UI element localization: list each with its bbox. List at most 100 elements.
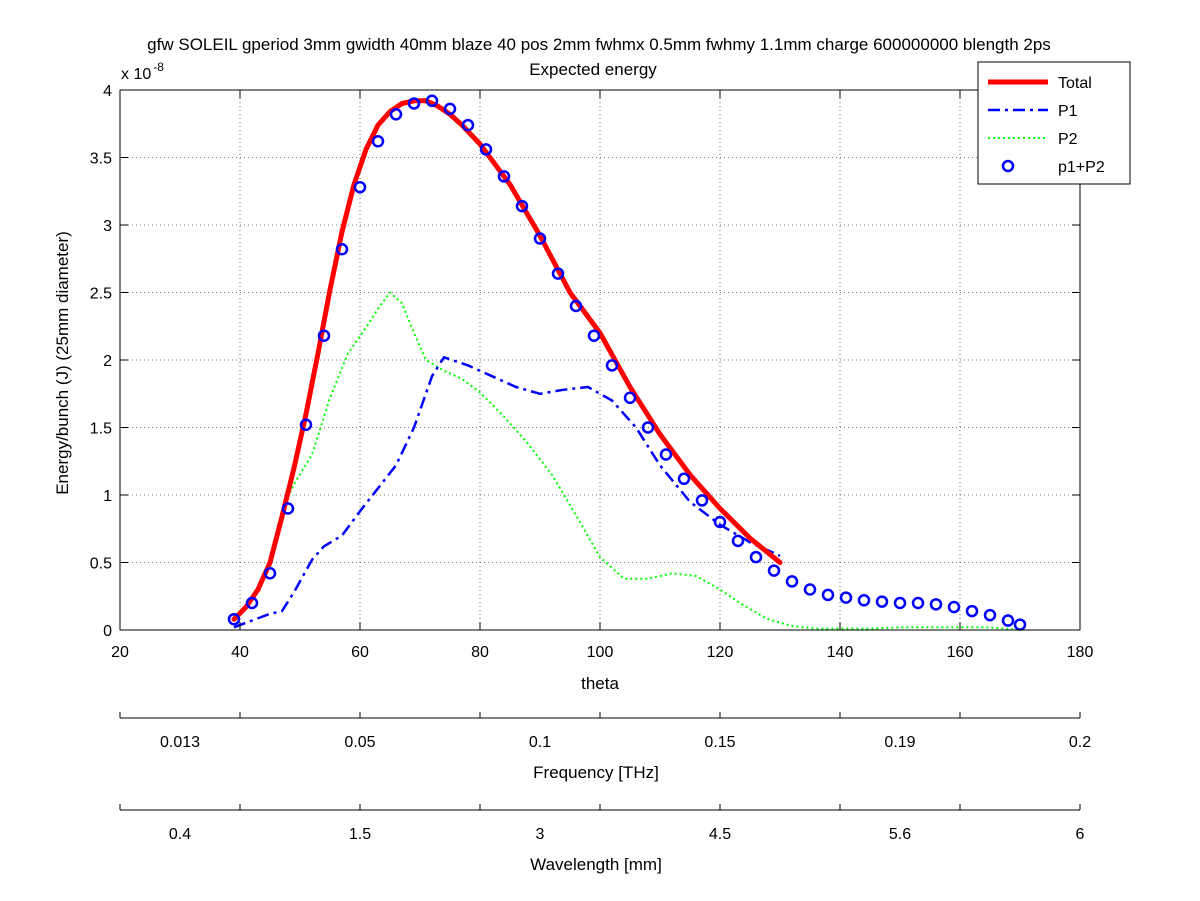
secondary-tick-label: 0.19 <box>884 734 915 751</box>
data-point <box>461 118 475 132</box>
legend-items: Total P1 P2 p1+P2 <box>988 75 1105 176</box>
secondary-tick-label: 0.1 <box>529 734 551 751</box>
x-tick-label: 140 <box>827 644 854 661</box>
legend-item-p2: P2 <box>988 131 1078 148</box>
data-point <box>983 608 997 622</box>
data-point <box>893 596 907 610</box>
secondary-axis-1: 0.013 0.05 0.1 0.15 0.19 0.2 Frequency [THz] <box>119 712 1091 782</box>
data-point <box>371 135 385 148</box>
axis-tick-labels: 20 40 60 80 100 120 140 160 180 0 0.5 1 1.5 2 2.5 3 3.5 4 <box>90 83 1094 661</box>
y-tick-label: 1 <box>103 488 112 505</box>
chart-title: gfw SOLEIL gperiod 3mm gwidth 40mm blaze… <box>147 35 1051 54</box>
data-point <box>965 604 979 618</box>
y-multiplier-base: x 10 <box>121 66 151 83</box>
data-point <box>821 588 835 602</box>
data-point <box>497 170 511 183</box>
data-point <box>515 199 529 213</box>
y-axis-label: Energy/bunch (J) (25mm diameter) <box>53 231 72 495</box>
legend-label: Total <box>1058 75 1092 92</box>
data-point <box>1001 614 1015 627</box>
secondary-tick-label: 3 <box>536 826 545 843</box>
data-point <box>713 515 727 529</box>
data-point <box>443 102 457 116</box>
legend-label: p1+P2 <box>1058 159 1105 176</box>
data-point <box>785 575 799 588</box>
data-point <box>767 564 781 577</box>
secondary-tick-label: 0.05 <box>344 734 375 751</box>
y-tick-label: 2 <box>103 353 112 370</box>
y-tick-label: 1.5 <box>90 421 112 438</box>
x-axis-label: theta <box>581 674 619 693</box>
data-point <box>803 583 817 596</box>
data-point <box>605 359 619 372</box>
x-tick-label: 60 <box>351 644 369 661</box>
series-layer <box>227 94 1027 631</box>
data-point <box>335 243 349 256</box>
data-point <box>479 143 493 156</box>
data-point <box>569 299 583 313</box>
data-point <box>947 600 961 614</box>
x-tick-label: 120 <box>707 644 734 661</box>
chart-subtitle: Expected energy <box>529 60 657 79</box>
legend-swatch <box>1001 159 1015 173</box>
data-point <box>407 97 421 110</box>
legend-label: P1 <box>1058 103 1078 120</box>
data-point <box>911 596 925 610</box>
data-point <box>641 421 655 434</box>
x-tick-label: 160 <box>947 644 974 661</box>
data-point <box>533 232 547 245</box>
y-tick-label: 4 <box>103 83 112 100</box>
x-tick-label: 80 <box>471 644 489 661</box>
secondary-axis-2: 0.4 1.5 3 4.5 5.6 6 Wavelength [mm] <box>119 804 1085 874</box>
x-tick-label: 40 <box>231 644 249 661</box>
data-point <box>425 94 439 108</box>
legend-label: P2 <box>1058 131 1078 148</box>
data-point <box>677 472 691 486</box>
legend: Total P1 P2 p1+P2 <box>977 61 1131 185</box>
data-point <box>659 448 673 461</box>
secondary-tick-label: 0.4 <box>169 826 191 843</box>
x-tick-label: 180 <box>1067 644 1094 661</box>
secondary-tick-label: 1.5 <box>349 826 371 843</box>
data-point <box>263 567 277 580</box>
y-tick-label: 3.5 <box>90 151 112 168</box>
y-multiplier: x 10 -8 <box>121 60 164 83</box>
data-point <box>857 594 871 607</box>
data-point <box>731 534 745 548</box>
data-point <box>245 596 259 610</box>
y-tick-label: 3 <box>103 218 112 235</box>
secondary-axis-label: Frequency [THz] <box>533 763 659 782</box>
data-point <box>839 591 853 604</box>
secondary-tick-label: 6 <box>1076 826 1085 843</box>
secondary-tick-label: 4.5 <box>709 826 731 843</box>
secondary-tick-label: 0.2 <box>1069 734 1091 751</box>
grid <box>120 90 1080 630</box>
x-tick-label: 100 <box>587 644 614 661</box>
data-point <box>299 418 313 432</box>
secondary-tick-label: 0.15 <box>704 734 735 751</box>
secondary-tick-label: 0.013 <box>160 734 200 751</box>
series-line-p1 <box>233 356 781 629</box>
data-point <box>227 612 241 626</box>
y-multiplier-exponent: -8 <box>153 60 164 74</box>
y-tick-label: 2.5 <box>90 286 112 303</box>
legend-item-p1: P1 <box>988 103 1078 120</box>
data-point <box>317 329 331 342</box>
x-tick-label: 20 <box>111 644 129 661</box>
secondary-tick-label: 5.6 <box>889 826 911 843</box>
data-point <box>281 502 295 515</box>
series-p1-p2 <box>227 94 1027 631</box>
data-point <box>389 108 403 121</box>
data-point <box>623 391 637 405</box>
y-tick-label: 0 <box>103 623 112 640</box>
data-point <box>551 267 565 280</box>
data-point <box>353 180 367 194</box>
legend-item-total: Total <box>988 75 1092 92</box>
y-tick-label: 0.5 <box>90 556 112 573</box>
data-point <box>749 550 763 564</box>
legend-item-p1-p2: p1+P2 <box>1001 159 1105 176</box>
data-point <box>587 329 601 342</box>
secondary-axis-label: Wavelength [mm] <box>530 855 662 874</box>
